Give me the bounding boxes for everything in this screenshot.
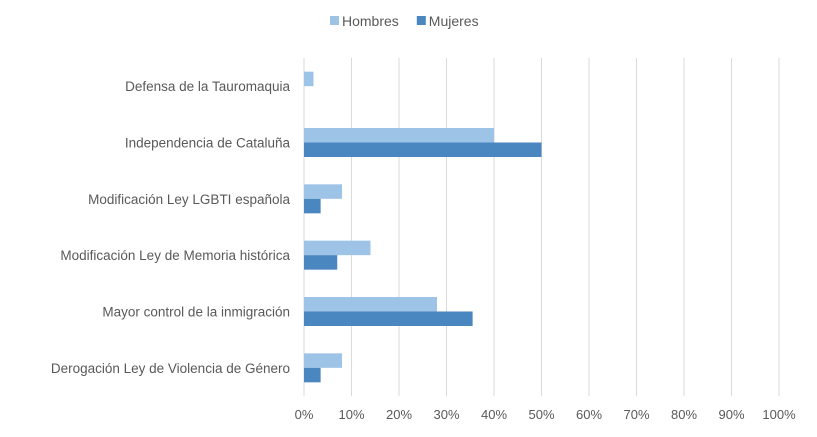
category-label: Derogación Ley de Violencia de Género [51, 361, 290, 376]
x-tick-label: 60% [576, 407, 602, 422]
legend-swatch-mujeres [416, 16, 426, 25]
x-tick-labels: 0% 10% 20% 30% 40% 50% 60% 70% 80% 90% 100% [295, 407, 796, 422]
x-tick-label: 10% [338, 407, 364, 422]
bar-mujeres-4 [304, 311, 473, 326]
x-tick-label: 100% [762, 407, 796, 422]
x-tick-label: 50% [528, 407, 554, 422]
x-tick-label: 20% [386, 407, 412, 422]
legend-label-mujeres: Mujeres [429, 13, 479, 29]
category-labels: Defensa de la Tauromaquia Independencia d… [51, 79, 291, 376]
bar-hombres-1 [304, 128, 494, 143]
x-tick-label: 0% [295, 407, 314, 422]
x-tick-label: 90% [718, 407, 744, 422]
legend-swatch-hombres [330, 16, 339, 25]
category-label: Mayor control de la inmigración [102, 305, 290, 320]
x-tick-label: 80% [671, 407, 697, 422]
category-label: Modificación Ley de Memoria histórica [60, 248, 290, 263]
bar-hombres-5 [304, 353, 342, 368]
bar-hombres-4 [304, 297, 437, 312]
x-tick-label: 70% [623, 407, 649, 422]
bar-hombres-2 [304, 184, 342, 199]
category-label: Defensa de la Tauromaquia [125, 79, 290, 94]
category-label: Modificación Ley LGBTI española [88, 192, 290, 207]
category-label: Independencia de Cataluña [125, 136, 291, 151]
x-tick-label: 30% [433, 407, 459, 422]
bar-mujeres-1 [304, 142, 542, 157]
legend: Hombres Mujeres [330, 13, 479, 29]
legend-label-hombres: Hombres [342, 13, 399, 29]
gridlines [303, 58, 780, 396]
bar-hombres-0 [304, 71, 314, 87]
bar-hombres-3 [304, 240, 371, 256]
bar-mujeres-2 [304, 198, 321, 214]
x-tick-label: 40% [481, 407, 507, 422]
bar-mujeres-5 [304, 367, 321, 383]
bar-mujeres-3 [304, 255, 338, 270]
bars [304, 71, 542, 383]
